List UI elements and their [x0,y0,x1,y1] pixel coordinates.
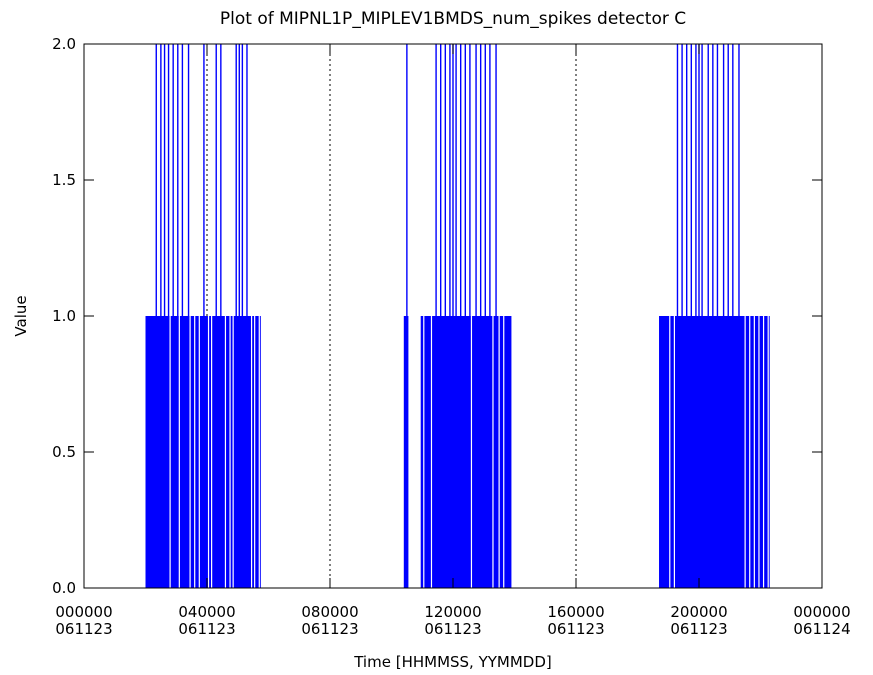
x-tick-label-time: 000000 [55,603,112,621]
y-tick-label: 1.5 [52,171,76,189]
y-tick-label: 2.0 [52,35,76,53]
plot-area: 0.00.51.01.52.0 000000061123040000061123… [52,35,850,638]
x-tick-label-date: 061123 [670,620,727,638]
x-axis: 0000000611230400000611230800000611231200… [55,44,851,638]
x-tick-label-time: 000000 [793,603,850,621]
y-axis-label: Value [12,295,30,336]
dense-spike-region [659,316,770,588]
x-tick-label-time: 040000 [178,603,235,621]
data-marks [145,44,770,588]
x-tick-label-date: 061123 [55,620,112,638]
x-tick-label-date: 061124 [793,620,850,638]
x-tick-label-date: 061123 [178,620,235,638]
x-tick-label-date: 061123 [424,620,481,638]
x-tick-label-time: 120000 [424,603,481,621]
x-axis-label: Time [HHMMSS, YYMMDD] [353,653,552,671]
y-axis: 0.0 0.5 1.0 1.5 2.0 [52,35,822,597]
dense-spike-region [145,316,261,588]
x-tick-label-date: 061123 [301,620,358,638]
x-tick-label-time: 160000 [547,603,604,621]
x-tick-label-time: 200000 [670,603,727,621]
y-tick-label: 1.0 [52,307,76,325]
dense-spike-region [420,316,512,588]
x-tick-label-date: 061123 [547,620,604,638]
dense-spike-region [403,316,409,588]
y-tick-label: 0.0 [52,579,76,597]
x-tick-label-time: 080000 [301,603,358,621]
y-tick-label: 0.5 [52,443,76,461]
chart-title: Plot of MIPNL1P_MIPLEV1BMDS_num_spikes d… [220,9,686,29]
